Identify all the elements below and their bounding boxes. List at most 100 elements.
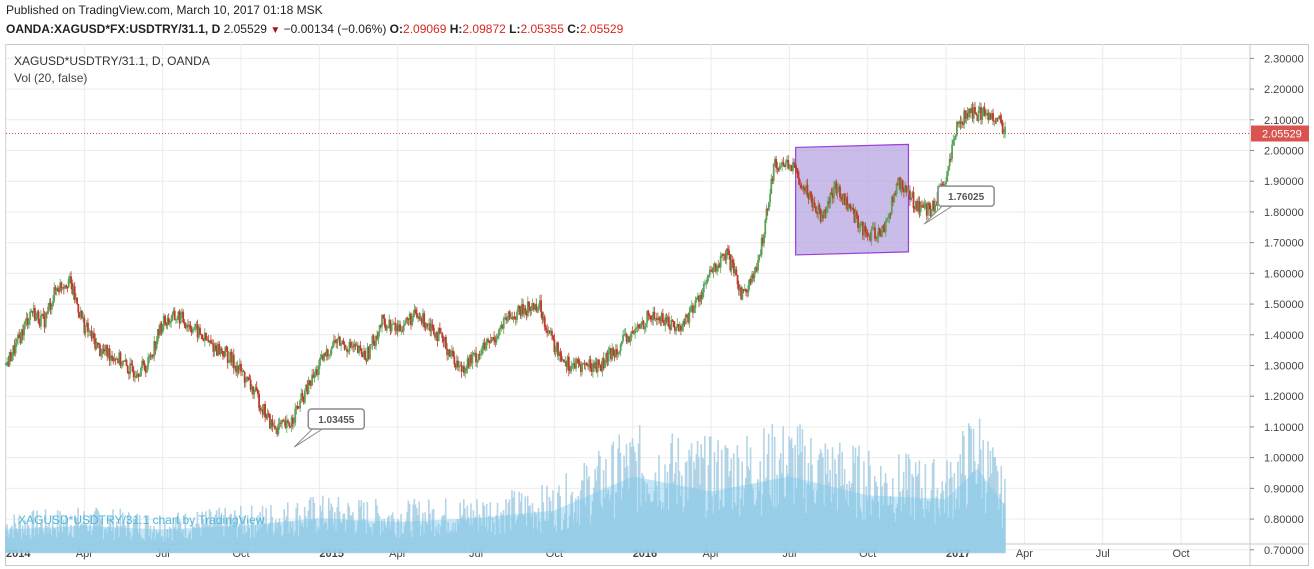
volume-bar [503,533,506,553]
candle-body [24,320,27,325]
candle-body [855,211,858,216]
volume-bar [859,507,862,553]
volume-bar [640,505,642,553]
candle-body [725,248,728,260]
volume-bar [771,423,774,553]
time-tick-label: Jul [1096,548,1110,560]
volume-bar [280,536,283,553]
volume-bar [603,498,606,553]
volume-bar [534,511,536,553]
candle-body [994,121,997,122]
candle-body [830,192,833,194]
volume-bar [546,485,548,553]
candle-body [235,366,238,373]
volume-bar [600,504,602,553]
volume-bar [278,518,281,553]
volume-bar [443,515,446,553]
volume-bar [171,540,173,553]
volume-bar [935,496,938,553]
volume-bar [969,425,971,553]
volume-bar [120,525,123,553]
candle-body [9,352,12,362]
volume-bar [882,505,884,553]
volume-bar [401,533,404,553]
volume-bar [644,502,647,553]
volume-bar [664,464,666,553]
candle-body [217,344,220,356]
main-series-legend[interactable]: XAGUSD*USDTRY/31.1, D, OANDA [14,54,210,68]
candle-body [169,321,171,325]
volume-bar [497,520,500,553]
candle-body [740,287,743,300]
volume-bar [103,529,106,553]
volume-bar [579,490,582,553]
volume-bar [320,511,323,553]
candle-body [254,387,257,392]
candle-body [432,327,435,335]
candle-body [19,337,22,344]
volume-bar [254,524,257,553]
volume-bar [929,502,931,553]
volume-bar [14,523,17,553]
volume-bar [472,510,475,553]
candle-body [676,324,679,328]
candle-body [125,359,128,366]
candle-body [948,158,951,166]
candle-body [581,363,583,372]
candle-body [290,417,293,427]
volume-bar [24,520,26,553]
price-tick-label: 0.90000 [1264,483,1304,495]
volume-bar [920,488,923,553]
volume-bar [29,534,31,553]
candle-body [447,349,450,356]
candle-body [618,351,621,353]
candle-body [237,365,240,371]
candle-body [88,331,91,333]
close-label: C: [567,22,580,36]
candle-body [775,159,778,168]
candle-body [935,204,938,206]
volume-bar [554,525,557,553]
candle-body [293,422,295,424]
volume-bar [1001,527,1004,553]
candle-body [996,117,999,119]
volume-bar [479,517,482,553]
volume-bar [871,498,874,553]
volume-bar [399,537,401,553]
volume-bar [461,514,464,553]
volume-bar [759,461,762,553]
candle-body [97,343,100,345]
candle-body [682,320,685,326]
volume-bar [710,436,712,553]
volume-bar [499,533,501,553]
candle-body [795,168,798,170]
volume-bar [766,454,769,553]
volume-bar [860,511,863,553]
candle-body [790,165,793,171]
volume-bar [133,518,136,553]
volume-bar [695,454,698,553]
candle-body [711,270,714,273]
candle-body [528,301,530,307]
volume-bar [212,523,214,553]
candle-body [919,205,922,212]
volume-bar [825,474,828,553]
candle-body [552,335,555,340]
volume-bar [108,517,111,553]
volume-legend[interactable]: Vol (20, false) [14,71,88,85]
volume-bar [829,469,831,553]
volume-bar [995,465,998,553]
candle-body [328,354,330,357]
volume-bar [139,535,142,553]
candle-body [120,365,123,367]
volume-bar [620,499,623,553]
candle-body [373,343,376,346]
volume-bar [984,513,987,553]
volume-bar [300,525,302,553]
volume-bar [296,503,299,553]
volume-bar [285,515,288,553]
rectangle-annotation [795,143,910,256]
volume-bar [857,456,859,553]
symbol-name[interactable]: OANDA:XAGUSD*FX:USDTRY/31.1, D [6,22,221,36]
